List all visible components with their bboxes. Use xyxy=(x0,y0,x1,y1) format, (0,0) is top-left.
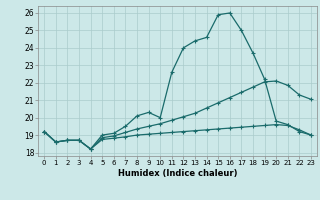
X-axis label: Humidex (Indice chaleur): Humidex (Indice chaleur) xyxy=(118,169,237,178)
